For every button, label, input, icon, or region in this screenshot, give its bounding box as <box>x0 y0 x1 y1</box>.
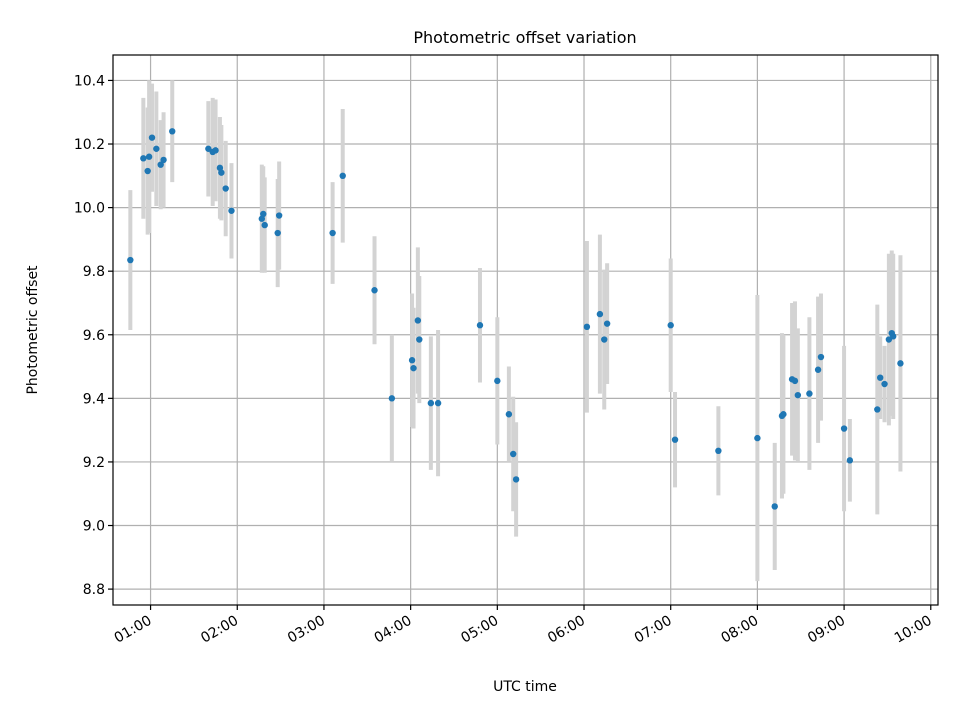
x-tick-label: 10:00 <box>892 613 935 647</box>
data-point <box>667 322 674 329</box>
x-tick-label: 08:00 <box>718 613 761 647</box>
data-point <box>881 380 888 388</box>
data-point <box>144 167 151 175</box>
data-point <box>596 310 604 318</box>
y-tick-label: 10.4 <box>74 73 105 89</box>
data-point <box>434 399 442 407</box>
data-point <box>791 377 799 385</box>
data-points <box>127 128 904 510</box>
x-tick-label: 09:00 <box>805 613 848 647</box>
data-point <box>388 395 396 402</box>
data-point <box>339 172 346 180</box>
data-point <box>583 323 591 331</box>
data-point <box>780 411 787 418</box>
grid-layer <box>113 55 938 605</box>
y-tick-label: 9.6 <box>83 328 105 344</box>
data-point <box>817 353 825 361</box>
data-point <box>329 229 336 237</box>
data-point <box>212 147 219 154</box>
data-point <box>127 256 134 264</box>
data-point <box>416 336 423 343</box>
data-point <box>771 503 778 510</box>
x-axis-label: UTC time <box>493 679 557 695</box>
data-point <box>218 169 225 176</box>
y-tick-label: 8.8 <box>83 582 105 598</box>
data-point <box>505 411 513 418</box>
y-tick-label: 9.2 <box>83 455 105 471</box>
data-point <box>806 390 813 397</box>
error-bars <box>128 80 903 582</box>
data-point <box>160 156 167 164</box>
data-point <box>846 457 854 464</box>
data-point <box>603 320 611 327</box>
x-tick-label: 01:00 <box>112 613 155 647</box>
data-point <box>145 153 153 160</box>
data-point <box>754 434 761 442</box>
y-axis-label: Photometric offset <box>25 265 41 395</box>
y-axis-ticks: 8.8 9.0 9.2 9.4 9.6 9.8 10.0 10.2 10.4 <box>74 73 113 598</box>
data-point <box>157 161 164 168</box>
data-point <box>494 377 501 385</box>
data-point <box>510 450 517 458</box>
x-tick-label: 06:00 <box>545 613 588 647</box>
x-tick-label: 05:00 <box>458 613 501 647</box>
data-point <box>476 322 484 329</box>
y-tick-label: 9.0 <box>83 519 105 535</box>
data-point <box>814 366 822 373</box>
x-tick-label: 02:00 <box>198 613 241 647</box>
chart-title: Photometric offset variation <box>413 28 636 47</box>
data-point <box>148 134 156 141</box>
data-point <box>427 399 435 407</box>
y-tick-label: 9.8 <box>83 264 105 280</box>
x-tick-label: 03:00 <box>285 613 328 647</box>
data-point <box>671 436 679 443</box>
x-tick-label: 07:00 <box>632 613 675 647</box>
data-point <box>410 364 417 372</box>
data-point <box>715 447 722 455</box>
data-point <box>601 336 608 343</box>
data-point <box>140 155 147 162</box>
data-point <box>275 212 283 219</box>
data-point <box>274 229 281 237</box>
data-point <box>408 357 416 364</box>
y-tick-label: 10.2 <box>74 137 105 153</box>
data-point <box>840 425 848 432</box>
data-point <box>222 185 229 192</box>
data-point <box>890 333 897 340</box>
data-point <box>897 360 904 367</box>
y-tick-label: 9.4 <box>83 391 105 407</box>
data-point <box>153 145 160 152</box>
data-point <box>261 221 268 229</box>
x-tick-label: 04:00 <box>372 613 415 647</box>
data-point <box>371 287 378 294</box>
data-point <box>169 128 176 135</box>
y-tick-label: 10.0 <box>74 201 105 217</box>
data-point <box>228 207 235 214</box>
data-point <box>414 317 422 324</box>
data-point <box>794 391 802 399</box>
x-axis-ticks: 01:00 02:00 03:00 04:00 05:00 06:00 07:00 08:00… <box>112 605 935 647</box>
data-point <box>874 406 881 413</box>
data-point <box>877 374 884 381</box>
data-point <box>512 476 520 483</box>
plot-area-frame <box>112 54 939 606</box>
data-point <box>260 210 267 218</box>
